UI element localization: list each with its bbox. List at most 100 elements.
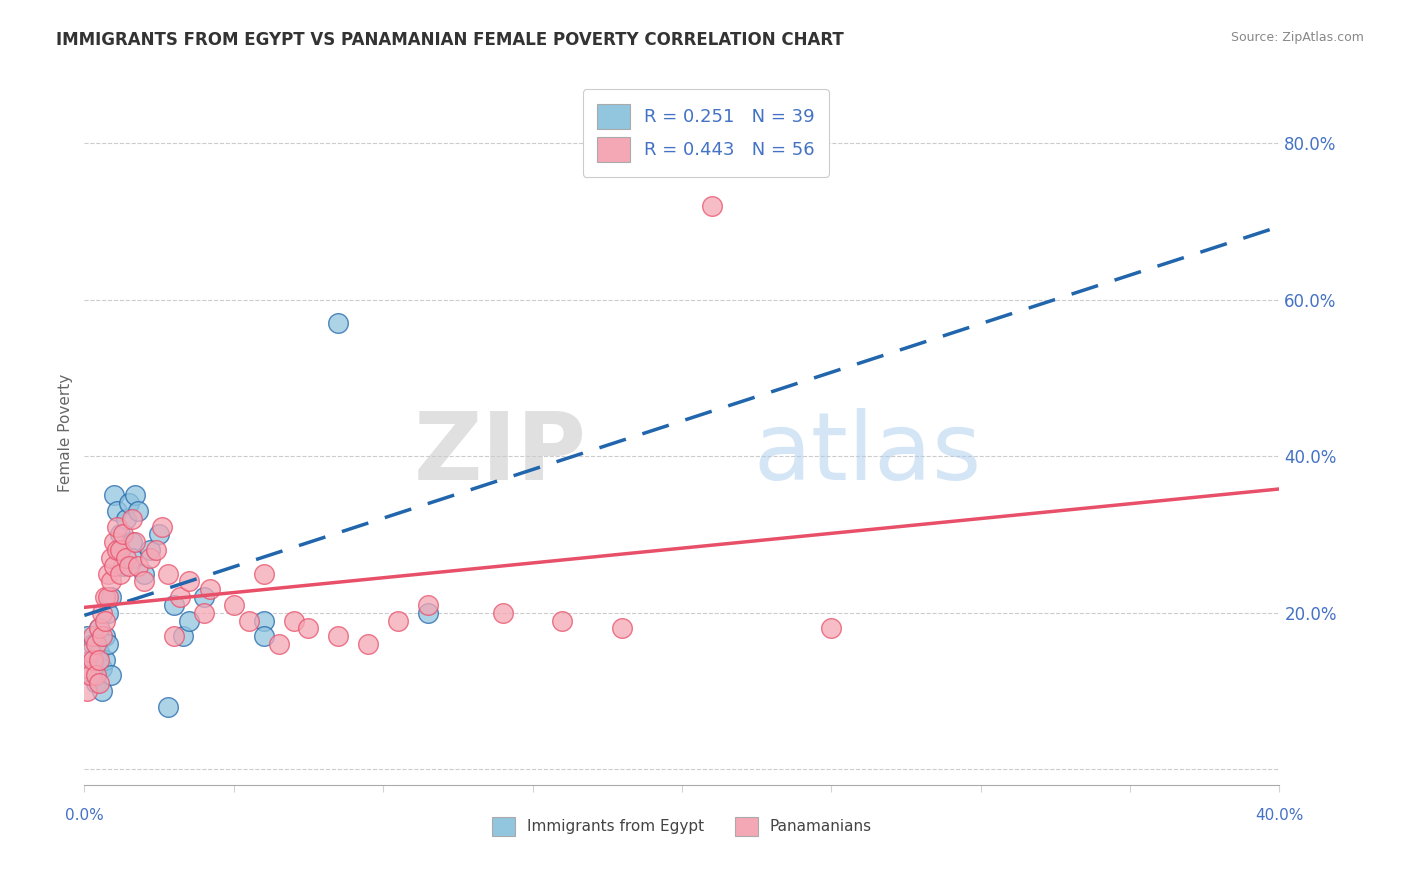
- Point: [492, 606, 515, 620]
- Point: [416, 606, 439, 620]
- Point: [148, 527, 170, 541]
- Point: [94, 629, 117, 643]
- Point: [112, 527, 135, 541]
- Point: [169, 590, 191, 604]
- Point: [193, 590, 215, 604]
- Point: [253, 566, 276, 581]
- Point: [97, 590, 120, 604]
- Point: [172, 629, 194, 643]
- Point: [357, 637, 380, 651]
- Point: [267, 637, 290, 651]
- Point: [100, 590, 122, 604]
- Point: [127, 504, 149, 518]
- Point: [110, 566, 132, 581]
- Point: [700, 198, 723, 212]
- Point: [132, 566, 156, 581]
- Point: [105, 543, 128, 558]
- Point: [157, 566, 180, 581]
- Point: [103, 488, 125, 502]
- Point: [121, 550, 143, 565]
- Point: [103, 558, 125, 573]
- Point: [76, 660, 98, 674]
- Point: [100, 574, 122, 589]
- Point: [91, 660, 114, 674]
- Point: [89, 621, 111, 635]
- Text: ZIP: ZIP: [413, 408, 586, 500]
- Point: [110, 543, 132, 558]
- Point: [76, 684, 98, 698]
- Point: [198, 582, 221, 597]
- Point: [820, 621, 842, 635]
- Point: [177, 614, 200, 628]
- Point: [127, 558, 149, 573]
- Legend: Immigrants from Egypt, Panamanians: Immigrants from Egypt, Panamanians: [479, 805, 884, 847]
- Point: [94, 614, 117, 628]
- Point: [177, 574, 200, 589]
- Point: [328, 629, 350, 643]
- Text: 0.0%: 0.0%: [65, 808, 104, 823]
- Text: Source: ZipAtlas.com: Source: ZipAtlas.com: [1230, 31, 1364, 45]
- Point: [86, 637, 108, 651]
- Point: [86, 660, 108, 674]
- Point: [118, 496, 141, 510]
- Point: [145, 543, 167, 558]
- Point: [94, 590, 117, 604]
- Point: [86, 676, 108, 690]
- Point: [115, 550, 138, 565]
- Point: [118, 558, 141, 573]
- Point: [328, 316, 350, 330]
- Text: IMMIGRANTS FROM EGYPT VS PANAMANIAN FEMALE POVERTY CORRELATION CHART: IMMIGRANTS FROM EGYPT VS PANAMANIAN FEMA…: [56, 31, 844, 49]
- Point: [238, 614, 260, 628]
- Point: [89, 645, 111, 659]
- Point: [150, 519, 173, 533]
- Point: [82, 637, 104, 651]
- Point: [132, 574, 156, 589]
- Point: [100, 550, 122, 565]
- Point: [97, 637, 120, 651]
- Point: [86, 668, 108, 682]
- Point: [121, 535, 143, 549]
- Point: [163, 598, 186, 612]
- Point: [139, 543, 162, 558]
- Point: [139, 550, 162, 565]
- Point: [103, 535, 125, 549]
- Point: [612, 621, 634, 635]
- Point: [416, 598, 439, 612]
- Point: [112, 558, 135, 573]
- Text: atlas: atlas: [754, 408, 981, 500]
- Point: [193, 606, 215, 620]
- Point: [79, 668, 101, 682]
- Point: [222, 598, 245, 612]
- Point: [82, 653, 104, 667]
- Point: [91, 629, 114, 643]
- Point: [89, 676, 111, 690]
- Point: [89, 621, 111, 635]
- Point: [157, 699, 180, 714]
- Point: [551, 614, 574, 628]
- Point: [297, 621, 319, 635]
- Point: [253, 629, 276, 643]
- Point: [121, 512, 143, 526]
- Point: [91, 606, 114, 620]
- Point: [97, 566, 120, 581]
- Point: [163, 629, 186, 643]
- Point: [100, 668, 122, 682]
- Point: [105, 504, 128, 518]
- Point: [97, 606, 120, 620]
- Point: [124, 488, 146, 502]
- Point: [124, 535, 146, 549]
- Point: [105, 519, 128, 533]
- Point: [94, 653, 117, 667]
- Point: [110, 543, 132, 558]
- Point: [82, 629, 104, 643]
- Text: 40.0%: 40.0%: [1256, 808, 1303, 823]
- Point: [79, 653, 101, 667]
- Point: [79, 668, 101, 682]
- Point: [76, 629, 98, 643]
- Point: [91, 684, 114, 698]
- Point: [253, 614, 276, 628]
- Y-axis label: Female Poverty: Female Poverty: [58, 374, 73, 491]
- Point: [115, 512, 138, 526]
- Point: [283, 614, 305, 628]
- Point: [79, 645, 101, 659]
